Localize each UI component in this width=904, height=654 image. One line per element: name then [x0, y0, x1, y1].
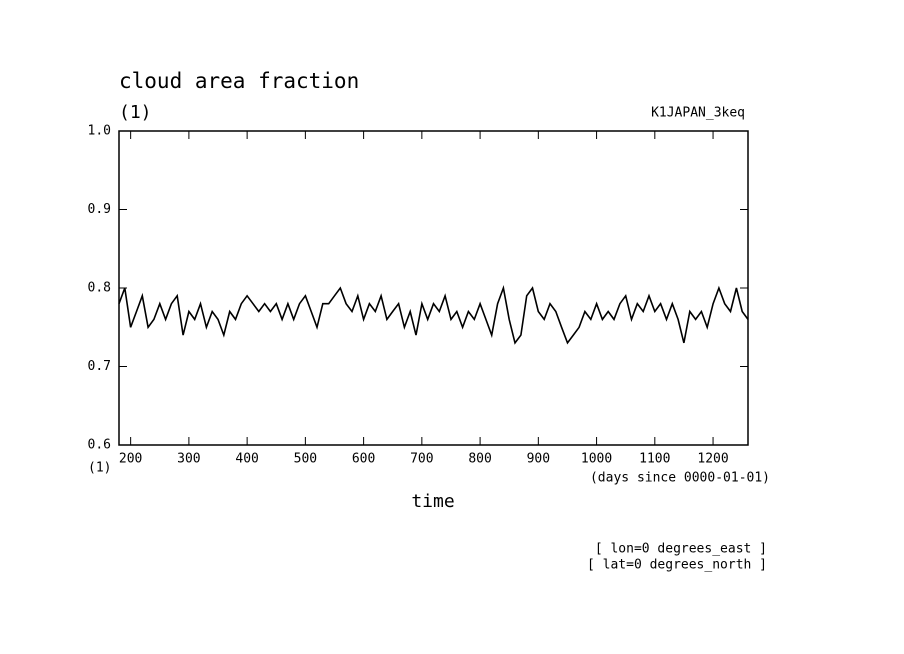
x-tick-label: 800 — [468, 452, 491, 467]
y-tick-label: 0.8 — [88, 281, 111, 296]
series-line — [118, 284, 749, 345]
x-tick-label: 1100 — [639, 452, 670, 467]
y-tick-label: 0.6 — [88, 438, 111, 453]
note: [ lat=0 degrees_north ] — [587, 558, 767, 573]
y-unit: (1) — [119, 102, 152, 123]
x-tick-label: 500 — [294, 452, 317, 467]
chart-title: cloud area fraction — [119, 69, 359, 93]
x-tick-label: 200 — [119, 452, 142, 467]
y-tick-label: 0.9 — [88, 202, 111, 217]
x-tick-label: 300 — [177, 452, 200, 467]
x-tick-label: 1000 — [581, 452, 612, 467]
y-tick-label: 0.7 — [88, 359, 111, 374]
x-unit-corner: (1) — [88, 461, 111, 476]
x-tick-label: 1200 — [697, 452, 728, 467]
note: [ lon=0 degrees_east ] — [595, 542, 767, 557]
x-tick-label: 900 — [527, 452, 550, 467]
x-tick-label: 600 — [352, 452, 375, 467]
y-tick-label: 1.0 — [88, 124, 111, 139]
x-tick-label: 400 — [235, 452, 258, 467]
x-units: (days since 0000-01-01) — [590, 471, 770, 486]
dataset-label: K1JAPAN_3keq — [651, 106, 745, 121]
x-axis-label: time — [411, 491, 454, 512]
x-tick-label: 700 — [410, 452, 433, 467]
